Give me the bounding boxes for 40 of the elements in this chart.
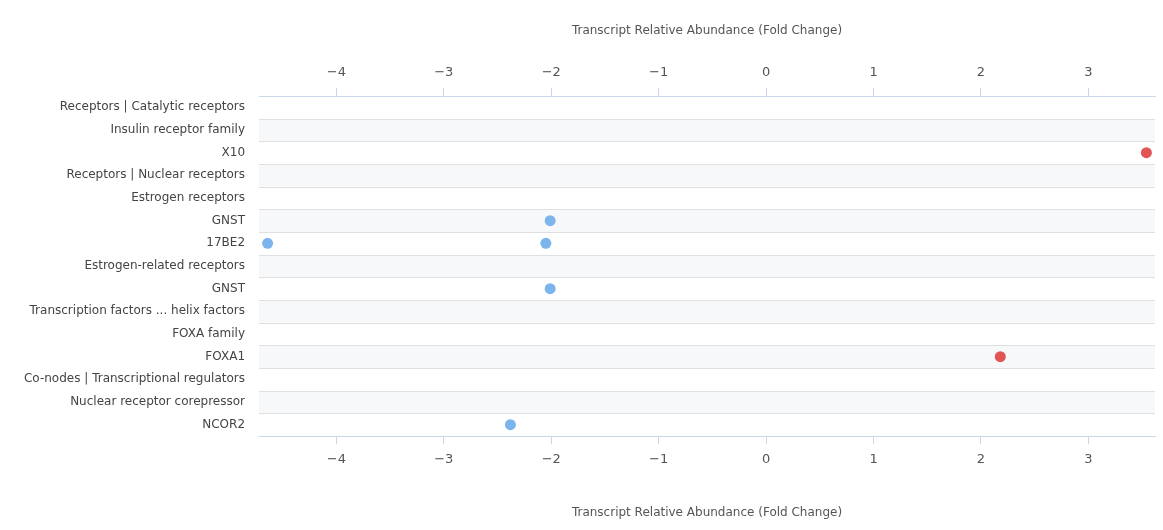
point — [504, 419, 516, 431]
point — [994, 351, 1006, 363]
point — [544, 283, 556, 295]
x-tick-label: −3 — [434, 451, 454, 467]
x2-tick-label: −2 — [541, 63, 561, 79]
y-tick-label: Receptors | Nuclear receptors — [66, 167, 246, 182]
y-tick-label: Transcription factors ... helix factors — [28, 303, 246, 318]
x-axis-title: Transcript Relative Abundance (Fold Change) — [570, 504, 843, 519]
x-tick-label: −2 — [541, 451, 561, 467]
x2-tick-label: 3 — [1084, 63, 1093, 79]
y-tick-label: GNST — [211, 280, 246, 295]
y-tick-label: GNST — [211, 212, 246, 227]
point — [544, 215, 556, 227]
x-tick-label: −4 — [326, 451, 346, 467]
y-tick-label: X10 — [221, 144, 246, 159]
x2-tick-label: −3 — [434, 63, 454, 79]
x-tick-label: 2 — [976, 451, 986, 467]
x2-tick-label: 0 — [761, 63, 771, 79]
x2-tick-label: −4 — [326, 63, 346, 79]
point — [262, 237, 274, 249]
y-tick-label: Estrogen receptors — [131, 190, 246, 205]
y-tick-label: FOXA family — [172, 326, 246, 341]
x2-tick-label: −1 — [649, 63, 669, 79]
x2-axis-title: Transcript Relative Abundance (Fold Change) — [570, 23, 843, 38]
y-tick-label: Co-nodes | Transcriptional regulators — [23, 371, 246, 386]
y-tick-label: Nuclear receptor corepressor — [70, 394, 246, 409]
y-tick-label: NCOR2 — [202, 416, 246, 431]
y-tick-label: Estrogen-related receptors — [84, 258, 246, 273]
x-tick-label: 1 — [869, 451, 878, 467]
y-tick-label: Receptors | Catalytic receptors — [59, 99, 246, 114]
x2-tick-label: 1 — [869, 63, 878, 79]
y-tick-label: FOXA1 — [205, 348, 246, 363]
x-tick-label: 3 — [1084, 451, 1093, 467]
x2-tick-label: 2 — [976, 63, 986, 79]
point — [1140, 147, 1152, 159]
x-tick-label: 0 — [761, 451, 771, 467]
x-tick-label: −1 — [649, 451, 669, 467]
y-tick-label: Insulin receptor family — [110, 122, 246, 137]
point — [540, 237, 552, 249]
y-tick-label: 17BE2 — [206, 235, 246, 250]
